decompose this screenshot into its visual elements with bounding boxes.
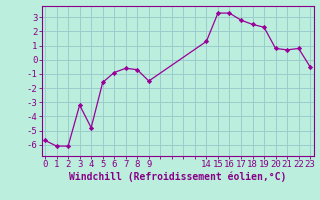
X-axis label: Windchill (Refroidissement éolien,°C): Windchill (Refroidissement éolien,°C) bbox=[69, 172, 286, 182]
